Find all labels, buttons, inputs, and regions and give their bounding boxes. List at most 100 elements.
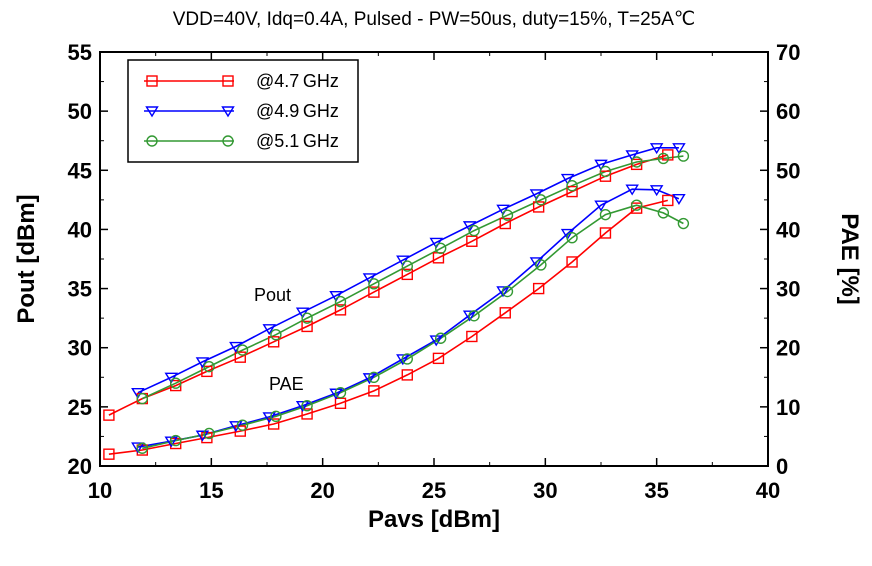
data-point-pout-5-1-ghz [501,209,514,221]
data-point-pout-4-7-ghz [301,320,313,333]
series-line-pae-4-7-ghz [108,199,668,455]
data-point-pae-4-7-ghz [368,385,380,397]
data-point-pae-5-1-ghz [170,434,182,447]
series-line-pout-4-7-ghz [108,154,669,416]
x-tick-label: 15 [199,478,223,503]
data-point-pout-5-1-ghz [535,194,547,206]
y2-tick-label: 60 [776,99,800,124]
legend-label: @4.7 GHz [256,71,339,91]
y-tick-label: 35 [68,277,92,302]
data-point-pae-4-7-ghz [466,330,478,343]
series-line-pae-5-1-ghz [142,204,684,450]
legend-marker [222,135,234,147]
chart-title: VDD=40V, Idq=0.4A, Pulsed - PW=50us, dut… [173,9,696,30]
data-point-pout-4-9-ghz [672,143,686,155]
data-point-pout-5-1-ghz [236,344,249,356]
axis-ticks: 10 15 20 25 30 35 4020253035404550550102030405… [68,40,801,503]
x-tick-label: 35 [644,478,668,503]
x-tick-label: 20 [310,478,334,503]
data-point-pae-4-7-ghz [599,227,612,239]
data-point-pae-4-7-ghz [566,256,578,268]
data-point-pout-4-9-ghz [649,143,664,155]
data-point-pae-4-7-ghz [630,202,643,214]
data-point-pae-4-9-ghz [131,442,145,454]
y-tick-label: 40 [68,217,92,242]
data-point-pout-4-7-ghz [599,170,612,182]
series-line-pae-4-9-ghz [137,188,680,448]
legend-marker [146,75,158,87]
data-point-pae-4-7-ghz [103,448,115,460]
data-point-pae-4-9-ghz [295,400,310,413]
data-point-pout-4-9-ghz [625,150,639,162]
data-point-pout-4-7-ghz [368,286,380,298]
data-point-pout-5-1-ghz [657,152,670,165]
legend: @4.7 GHz @4.9 GHz @5.1 GHz [127,59,359,163]
data-point-pae-4-9-ghz [672,193,686,206]
data-point-pae-5-1-ghz [566,232,578,244]
data-point-pae-5-1-ghz [599,208,612,221]
data-point-pae-4-9-ghz [649,185,664,197]
data-point-pae-5-1-ghz [468,310,480,322]
legend-marker [146,135,158,147]
legend-label: @4.9 GHz [256,101,339,121]
data-point-pout-5-1-ghz [566,179,578,192]
data-point-pae-4-9-ghz [496,286,510,298]
y2-tick-label: 0 [776,454,788,479]
x-tick-label: 30 [533,478,557,503]
data-point-pout-5-1-ghz [136,392,149,405]
y-axis-label: Pout [dBm] [13,194,40,323]
data-point-pout-4-7-ghz [234,351,246,363]
data-point-pae-5-1-ghz [334,386,347,399]
data-point-pout-4-9-ghz [594,159,608,171]
data-point-pout-5-1-ghz [401,260,413,272]
y-tick-label: 20 [68,454,92,479]
data-point-pout-5-1-ghz [170,377,182,389]
x-tick-label: 25 [422,478,446,503]
data-point-pout-4-7-ghz [334,304,347,316]
data-point-pae-4-9-ghz [229,421,243,433]
legend-marker [145,106,159,118]
data-point-pout-5-1-ghz [677,150,690,162]
data-point-pae-4-9-ghz [396,354,410,366]
data-point-pae-5-1-ghz [368,371,380,383]
data-point-pae-4-9-ghz [529,257,544,269]
x-tick-label: 10 [88,478,112,503]
series-layer [108,147,684,455]
y-tick-label: 30 [68,336,92,361]
data-point-pae-5-1-ghz [501,285,514,298]
y-tick-label: 55 [68,40,92,65]
data-point-pae-5-1-ghz [401,353,413,365]
data-point-pae-4-9-ghz [625,184,639,196]
annotation-pae: PAE [269,374,304,394]
y2-tick-label: 20 [776,336,800,361]
data-point-pout-5-1-ghz [301,312,313,324]
y-tick-label: 45 [68,158,92,183]
data-point-pout-4-9-ghz [195,357,210,369]
data-point-pout-5-1-ghz [368,278,380,290]
x-tick-label: 40 [756,478,780,503]
data-point-pout-4-7-ghz [566,185,578,198]
data-point-pae-4-9-ghz [594,200,608,212]
y2-tick-label: 30 [776,277,800,302]
data-point-pout-5-1-ghz [468,224,480,237]
data-point-pout-5-1-ghz [434,242,447,255]
data-point-pout-5-1-ghz [270,329,282,341]
data-point-pae-4-7-ghz [432,352,445,365]
legend-label: @5.1 GHz [256,131,339,151]
data-point-pae-5-1-ghz [677,217,690,230]
data-point-pout-4-7-ghz [499,217,511,230]
data-point-pae-5-1-ghz [657,207,670,219]
data-point-pae-5-1-ghz [136,442,149,454]
data-point-pout-4-9-ghz [262,324,276,336]
data-point-pae-4-7-ghz [267,418,280,430]
data-point-pae-5-1-ghz [630,199,643,211]
data-point-pout-4-7-ghz [532,201,545,213]
data-point-pout-5-1-ghz [630,156,643,168]
data-point-pae-4-7-ghz [532,282,545,295]
data-point-pae-4-9-ghz [462,310,477,322]
data-point-pae-5-1-ghz [236,419,249,431]
y2-tick-label: 40 [776,217,800,242]
y2-tick-label: 50 [776,158,800,183]
markers-layer [103,143,690,460]
